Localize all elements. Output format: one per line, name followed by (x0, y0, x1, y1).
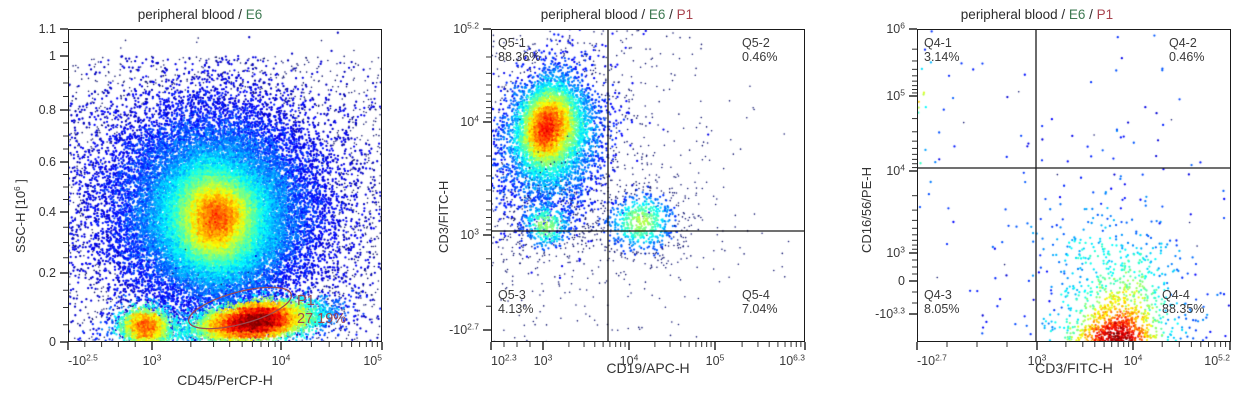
svg-text:-102.7: -102.7 (917, 352, 947, 368)
svg-text:103: 103 (886, 244, 905, 260)
svg-text:105: 105 (706, 352, 725, 368)
svg-text:0.2: 0.2 (39, 266, 56, 280)
svg-text:0.6: 0.6 (39, 155, 56, 169)
svg-text:0: 0 (49, 335, 56, 349)
svg-text:0.4: 0.4 (39, 205, 56, 219)
svg-text:104: 104 (460, 113, 479, 129)
svg-text:105: 105 (363, 352, 382, 368)
svg-text:103: 103 (460, 226, 479, 242)
svg-text:-102.7: -102.7 (449, 321, 479, 337)
svg-text:0.8: 0.8 (39, 103, 56, 117)
svg-text:105.2: 105.2 (1204, 352, 1230, 368)
svg-text:102.3: 102.3 (491, 352, 517, 368)
svg-text:103: 103 (534, 352, 553, 368)
svg-text:104: 104 (620, 352, 639, 368)
svg-text:104: 104 (272, 352, 291, 368)
svg-text:0: 0 (898, 274, 905, 288)
svg-text:-102.5: -102.5 (68, 352, 98, 368)
svg-text:106: 106 (886, 20, 905, 36)
svg-text:103: 103 (1028, 352, 1047, 368)
svg-text:105: 105 (886, 87, 905, 103)
svg-text:1.1: 1.1 (39, 22, 56, 36)
svg-text:106.3: 106.3 (779, 352, 805, 368)
svg-text:104: 104 (886, 162, 905, 178)
svg-text:-103.3: -103.3 (875, 305, 905, 321)
svg-text:104: 104 (1124, 352, 1143, 368)
svg-text:1: 1 (49, 49, 56, 63)
svg-text:103: 103 (143, 352, 162, 368)
svg-text:105.2: 105.2 (453, 20, 479, 36)
